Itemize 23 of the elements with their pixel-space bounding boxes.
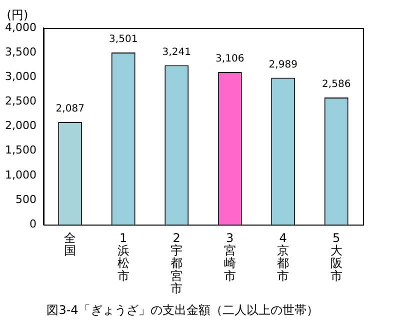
y-tick-label: 2,500 [4, 94, 36, 108]
data-label: 3,241 [162, 46, 191, 58]
data-label: 3,501 [109, 34, 138, 46]
data-label: 2,586 [322, 79, 351, 90]
x-tick-label: 1浜松市 [117, 231, 130, 283]
y-tick-label: 1,500 [4, 144, 36, 157]
y-tick-label: 1,000 [4, 168, 36, 182]
data-label: 2,989 [268, 59, 298, 70]
x-tick-label: 5大阪市 [330, 231, 342, 283]
x-tick-label: 4京都市 [277, 231, 290, 283]
y-tick-label: 2,000 [4, 119, 36, 132]
y-tick-label: 3,000 [4, 70, 36, 84]
y-tick-label: 4,000 [4, 20, 36, 34]
x-tick-label: 2宇都宮市 [170, 231, 183, 296]
data-label: 3,106 [216, 54, 244, 65]
y-tick-label: 0 [29, 217, 36, 230]
y-tick-label: 3,500 [4, 45, 36, 58]
text: 図3-4「ぎょうざ」の支出金額（二人以上の世帯） [46, 302, 318, 317]
y-axis-title: (円) [6, 8, 28, 22]
x-tick-label: 3宮崎市 [224, 231, 236, 283]
data-label: 2,087 [56, 104, 84, 115]
y-tick-label: 500 [15, 192, 36, 206]
x-tick-label: 全国 [64, 231, 76, 258]
